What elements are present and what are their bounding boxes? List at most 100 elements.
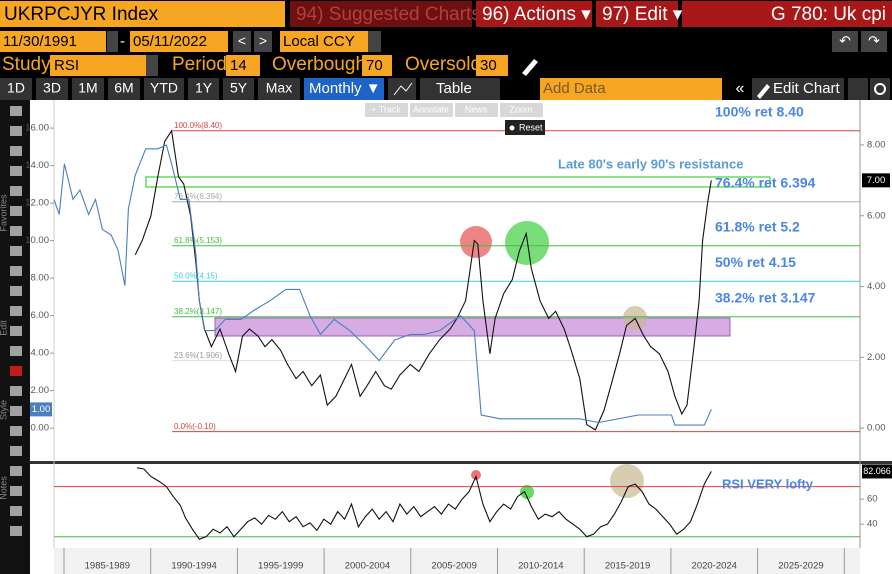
tool-icon[interactable]: [10, 306, 22, 316]
tool-label[interactable]: News: [465, 104, 488, 114]
table[interactable]: Table: [436, 80, 472, 97]
start-date-box[interactable]: [0, 31, 106, 52]
tool-icon[interactable]: [10, 486, 22, 496]
period-button[interactable]: [0, 78, 32, 100]
tool-icon[interactable]: [10, 206, 22, 216]
tool-icon[interactable]: [10, 186, 22, 196]
panel-divider: [30, 461, 892, 464]
prev-icon[interactable]: <: [238, 33, 246, 49]
period-button[interactable]: [258, 78, 300, 100]
next-icon[interactable]: >: [259, 33, 267, 49]
tool-icon[interactable]: [10, 526, 22, 536]
frequency[interactable]: Monthly ▼: [309, 80, 381, 97]
suggested-button[interactable]: [290, 1, 472, 27]
icon-button[interactable]: [848, 78, 868, 100]
tool-label[interactable]: Zoom: [509, 104, 532, 114]
table-button[interactable]: [420, 78, 500, 100]
period-label[interactable]: 1M: [78, 80, 97, 96]
period-label[interactable]: 3D: [43, 80, 61, 96]
period-button[interactable]: [144, 78, 184, 100]
prev-button[interactable]: [233, 31, 251, 52]
edit-chart[interactable]: Edit Chart: [773, 80, 841, 97]
period-button[interactable]: [223, 78, 254, 100]
tool-icon[interactable]: [10, 366, 22, 376]
period-button[interactable]: [72, 78, 104, 100]
study-label: Study: [2, 54, 51, 75]
tool-tab[interactable]: [500, 103, 543, 117]
period-label[interactable]: 1Y: [195, 80, 213, 96]
tool-icon[interactable]: [10, 326, 22, 336]
overbought[interactable]: 70: [366, 57, 383, 74]
settings-button[interactable]: [870, 78, 890, 100]
period-label[interactable]: YTD: [150, 80, 178, 96]
ticker-box: [0, 1, 285, 27]
y-tick-label: 4.00: [31, 348, 50, 359]
tool-icon[interactable]: [10, 426, 22, 436]
redo-button[interactable]: [861, 31, 887, 52]
undo-button[interactable]: [832, 31, 858, 52]
tool-tab[interactable]: [410, 103, 453, 117]
tool-tab[interactable]: [365, 103, 408, 117]
overbought-box[interactable]: [362, 55, 392, 76]
tool-icon[interactable]: [10, 226, 22, 236]
tool-tab[interactable]: [455, 103, 498, 117]
overbought-label: Overbought: [272, 54, 372, 75]
edit-button[interactable]: [596, 1, 678, 27]
frequency-button[interactable]: [304, 78, 384, 100]
end-date-box[interactable]: [130, 31, 228, 52]
tool-icon[interactable]: [10, 446, 22, 456]
tool-icon[interactable]: [10, 386, 22, 396]
oversold[interactable]: 30: [480, 57, 497, 74]
edit[interactable]: 97) Edit ▾: [602, 4, 683, 25]
tool-icon[interactable]: [10, 506, 22, 516]
tool-label[interactable]: Annotate: [413, 104, 449, 114]
pencil-icon[interactable]: [522, 59, 538, 76]
period-button[interactable]: [188, 78, 219, 100]
tool-icon[interactable]: [10, 106, 22, 116]
period-label[interactable]: 5Y: [230, 80, 248, 96]
add-data[interactable]: Add Data: [543, 80, 606, 97]
dropdown[interactable]: [146, 55, 158, 76]
period-button[interactable]: [36, 78, 68, 100]
next-button[interactable]: [254, 31, 272, 52]
tool-icon[interactable]: [10, 286, 22, 296]
study-name[interactable]: RSI: [54, 57, 79, 74]
period-box[interactable]: [226, 55, 260, 76]
dropdown[interactable]: [368, 31, 381, 52]
currency[interactable]: Local CCY: [283, 33, 355, 50]
add-data-box[interactable]: [540, 78, 722, 100]
end-date[interactable]: 05/11/2022: [133, 33, 207, 50]
suggested[interactable]: 94) Suggested Charts: [296, 4, 481, 25]
tool-icon[interactable]: [10, 466, 22, 476]
tool-icon[interactable]: [10, 406, 22, 416]
oversold-box[interactable]: [476, 55, 508, 76]
actions-button[interactable]: [476, 1, 592, 27]
tool-icon[interactable]: [10, 246, 22, 256]
currency-box[interactable]: [280, 31, 368, 52]
redo-icon[interactable]: ↷: [868, 33, 880, 49]
reset[interactable]: Reset: [519, 122, 543, 132]
start-date[interactable]: 11/30/1991: [3, 33, 77, 50]
actions[interactable]: 96) Actions ▾: [482, 4, 591, 25]
tool-icon[interactable]: [10, 166, 22, 176]
period[interactable]: 14: [230, 57, 247, 74]
tool-icon[interactable]: [10, 266, 22, 276]
dropdown[interactable]: [107, 31, 118, 52]
fib-level-label: 100.0%(8.40): [174, 121, 222, 130]
period-label[interactable]: Max: [266, 80, 292, 96]
study-box[interactable]: [50, 55, 158, 76]
tool-icon[interactable]: [10, 146, 22, 156]
period-label[interactable]: 6M: [114, 80, 133, 96]
period-label[interactable]: 1D: [7, 80, 25, 96]
reset-button[interactable]: [505, 120, 545, 135]
tool-icon[interactable]: [10, 346, 22, 356]
edit-chart-button[interactable]: [752, 78, 844, 100]
tool-icon[interactable]: [10, 126, 22, 136]
tool-label[interactable]: + Track: [371, 104, 401, 114]
collapse-icon[interactable]: «: [736, 80, 745, 97]
period-button[interactable]: [108, 78, 140, 100]
line-type-button[interactable]: [388, 78, 416, 100]
undo-icon[interactable]: ↶: [839, 33, 851, 49]
